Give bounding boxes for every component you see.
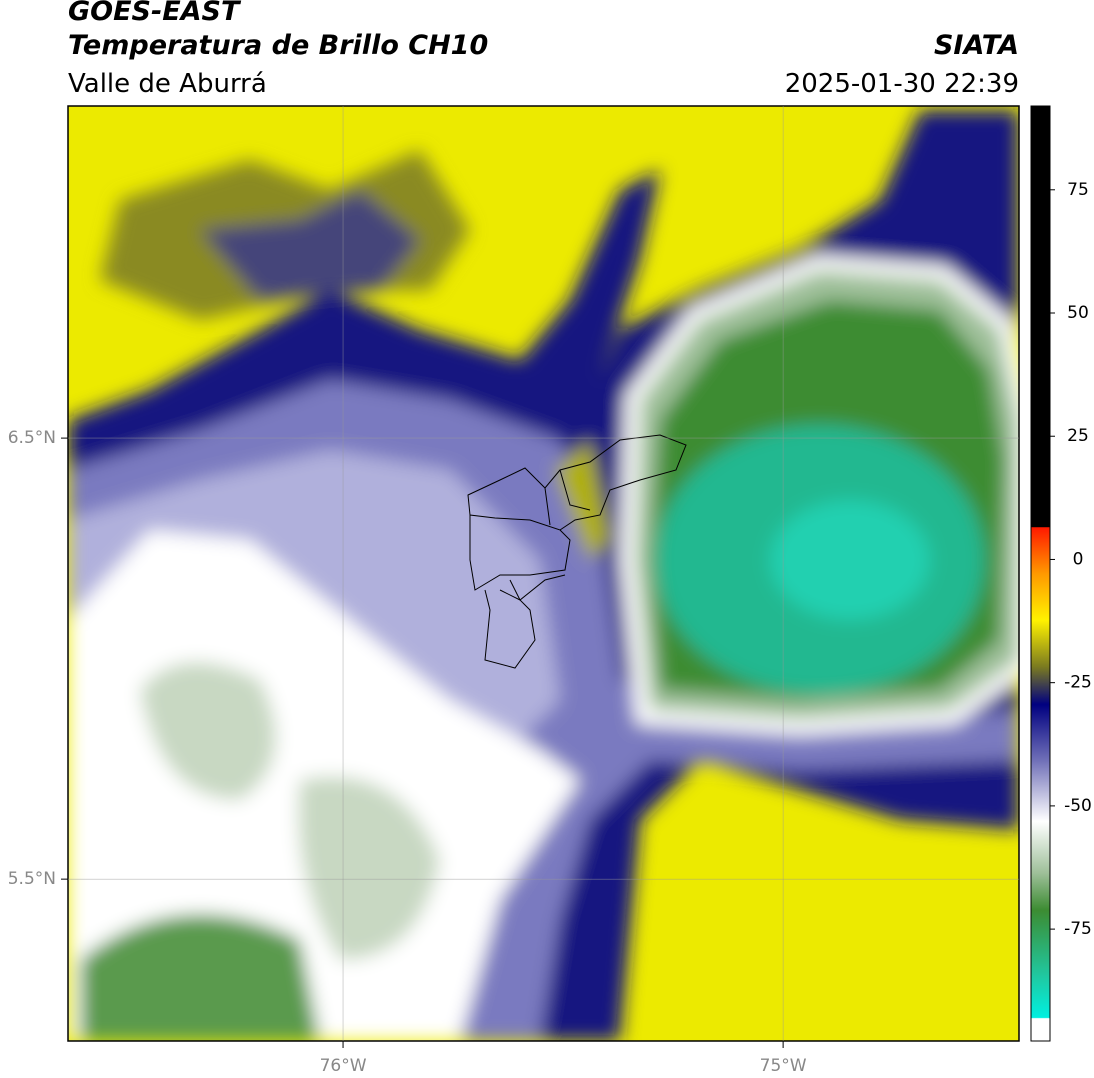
map-frame <box>67 105 1020 1042</box>
datetime: 2025-01-30 22:39 <box>785 69 1019 99</box>
subtitle: Temperatura de Brillo CH10 <box>68 30 488 61</box>
colorbar-label: 75 <box>1067 180 1089 200</box>
colorbar-label: 25 <box>1067 426 1089 446</box>
source: SIATA <box>934 30 1019 61</box>
lon-label: 75°W <box>760 1056 807 1076</box>
lat-label: 6.5°N <box>8 428 56 448</box>
brightness-field <box>68 106 1019 1041</box>
lon-label: 76°W <box>320 1056 367 1076</box>
colorbar-label: -50 <box>1064 796 1092 816</box>
lat-label: 5.5°N <box>8 869 56 889</box>
colorbar-label: 50 <box>1067 303 1089 323</box>
municipality-outlines <box>467 434 687 669</box>
colorbar-label: -75 <box>1064 919 1092 939</box>
title: GOES-EAST <box>68 0 242 27</box>
colorbar-label: -25 <box>1064 673 1092 693</box>
colorbar <box>1030 105 1051 1042</box>
region: Valle de Aburrá <box>68 69 267 99</box>
colorbar-label: 0 <box>1073 549 1084 569</box>
